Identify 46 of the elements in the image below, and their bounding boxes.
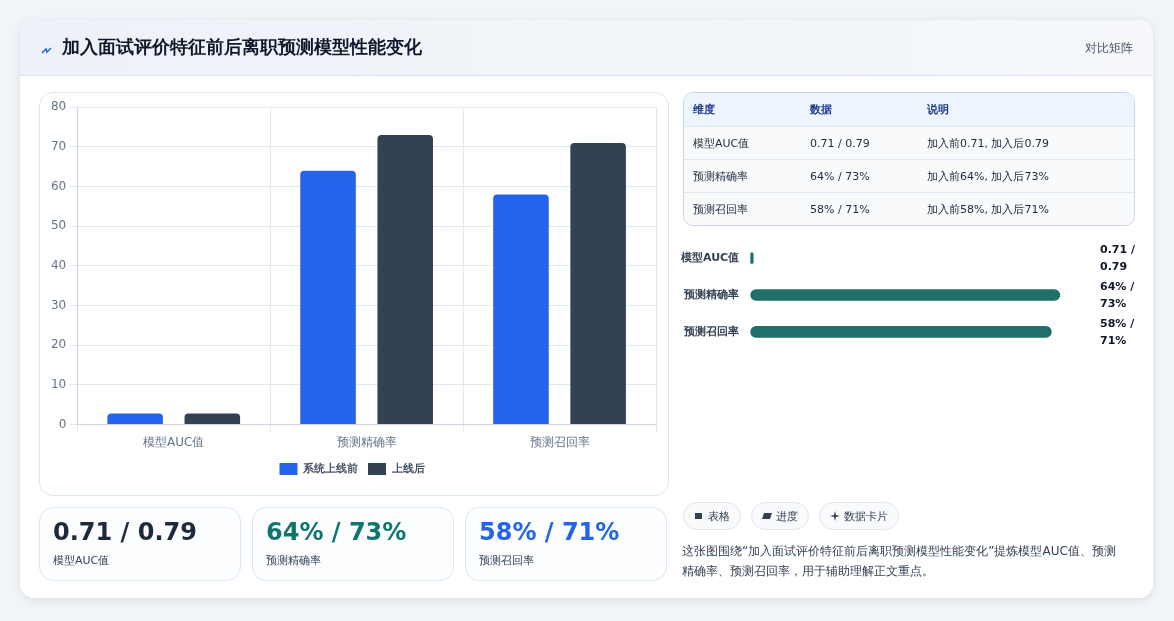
text: 这张图围绕“加入面试评价特征前后离职预测模型性能变化”提炼模型AUC值、预测精确率、预测召回率，用于辅助理解正文重点。 (682, 543, 1117, 580)
data-label: 0.71 / 0.79 (1100, 242, 1136, 273)
y-tick-label: 60 (50, 178, 67, 193)
bar (184, 413, 241, 425)
x-tick-label: 预测召回率 (529, 434, 590, 449)
y-tick-label: 50 (50, 218, 67, 233)
bar (570, 142, 626, 425)
text: 0.71 / 0.79 (810, 136, 871, 150)
legend-label: 上线后 (390, 461, 425, 475)
chart-title: 加入面试评价特征前后离职预测模型性能变化 (62, 35, 422, 59)
bar (300, 170, 356, 425)
y-tick-label: 0 (58, 416, 67, 431)
text: 表格 (708, 508, 730, 524)
y-tick-label: 预测召回率 (683, 324, 740, 338)
bar (107, 413, 163, 425)
y-tick-label: 30 (50, 297, 67, 312)
text: 数据 (810, 102, 833, 117)
x-tick-label: 模型AUC值 (143, 434, 205, 449)
text: 加入前0.71, 加入后0.79 (927, 135, 1050, 151)
text: 预测召回率 (479, 553, 534, 568)
data-label: 64% / 73% (1100, 279, 1136, 310)
text: 进度 (776, 508, 798, 524)
y-tick-label: 10 (50, 377, 67, 392)
text: 说明 (927, 102, 950, 117)
y-tick-label: 40 (50, 258, 67, 273)
legend-label: 系统上线前 (302, 461, 358, 475)
text: 对比矩阵 (1085, 40, 1133, 57)
text: 64% / 73% (266, 518, 407, 546)
y-tick-label: 模型AUC值 (679, 250, 740, 264)
y-tick-label: 70 (50, 139, 67, 153)
text: 0.71 / 0.79 (53, 518, 197, 546)
text: 加入前58%, 加入后71% (927, 201, 1050, 217)
text: 64% / 73% (810, 169, 871, 183)
data-label: 58% / 71% (1100, 316, 1136, 347)
text: 数据卡片 (844, 508, 888, 524)
text: 58% / 71% (479, 518, 620, 546)
y-tick-label: 80 (50, 99, 67, 114)
x-tick-label: 预测精确率 (336, 434, 397, 449)
text: 加入前64%, 加入后73% (927, 168, 1050, 184)
y-tick-label: 20 (50, 337, 67, 352)
y-tick-label: 预测精确率 (683, 287, 740, 301)
bar (377, 134, 433, 425)
text: 维度 (692, 102, 716, 117)
text: 58% / 71% (810, 202, 871, 216)
text: 预测精确率 (266, 553, 321, 568)
bar (493, 194, 549, 425)
